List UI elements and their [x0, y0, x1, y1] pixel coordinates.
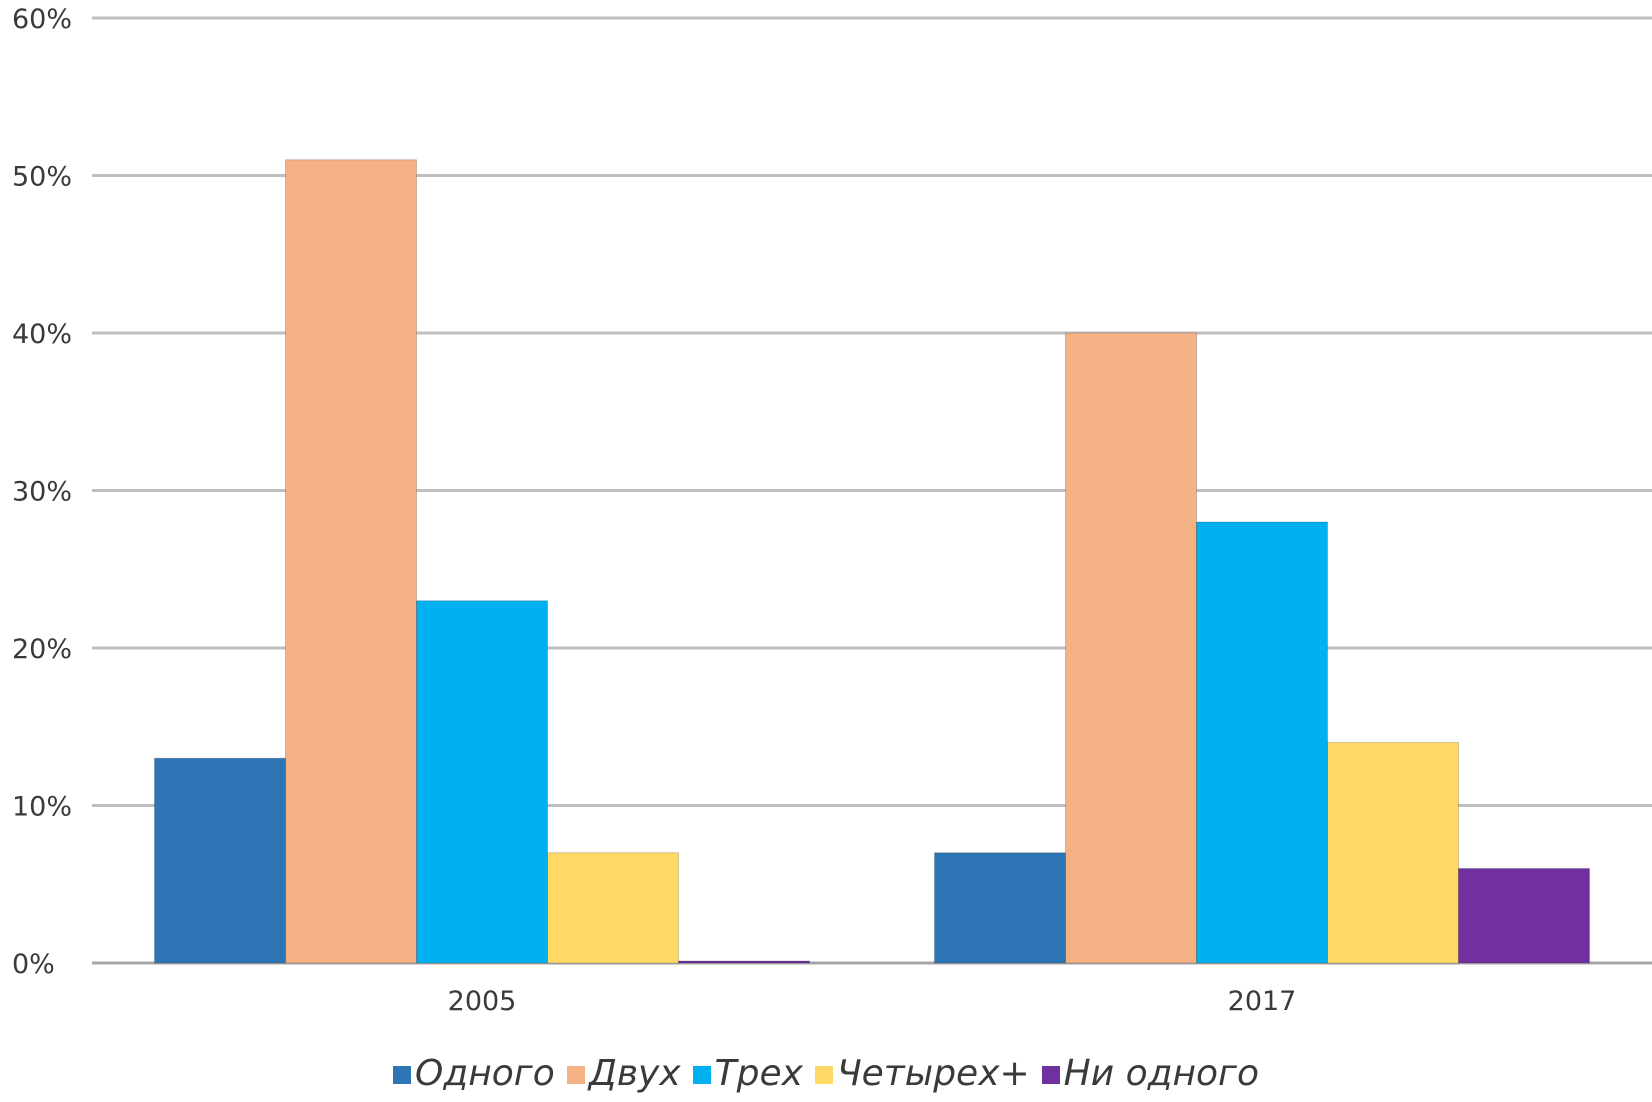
legend-swatch [566, 1066, 585, 1084]
bar-3-2005 [416, 600, 548, 964]
y-tick-label: 0% [12, 949, 55, 980]
bar-5-2005 [678, 960, 810, 964]
legend-label: Двух [588, 1053, 681, 1094]
y-axis: 0% 10% 20% 30% 40% 50% 60% [12, 4, 72, 980]
bar-chart: 0% 10% 20% 30% 40% 50% 60% 2005 2017 [12, 4, 1652, 1017]
x-axis: 2005 2017 [448, 986, 1297, 1017]
bar-2-2005 [285, 159, 417, 964]
y-tick-label: 50% [12, 162, 72, 193]
bar-1-2017 [934, 852, 1066, 964]
bar-3-2017 [1196, 521, 1328, 964]
legend-label: Трех [714, 1053, 803, 1094]
y-tick-label: 60% [12, 4, 72, 35]
x-tick-label: 2017 [1228, 986, 1297, 1017]
y-tick-label: 40% [12, 319, 72, 350]
bar-1-2005 [154, 757, 286, 964]
bars [154, 159, 1590, 964]
legend-item: Ни одного [1041, 1052, 1259, 1096]
legend-label: Четырех+ [836, 1053, 1030, 1094]
y-tick-label: 10% [12, 792, 72, 823]
bar-2-2017 [1065, 332, 1197, 964]
legend-swatch [814, 1066, 833, 1084]
x-tick-label: 2005 [448, 986, 517, 1017]
legend-item: Трех [692, 1052, 803, 1096]
legend-swatch [392, 1066, 411, 1084]
legend-swatch [1041, 1066, 1060, 1084]
legend-label: Одного [414, 1053, 555, 1094]
legend-swatch [692, 1066, 711, 1084]
bar-4-2005 [547, 852, 679, 964]
bar-4-2017 [1327, 742, 1459, 964]
legend-item: Четырех+ [814, 1052, 1030, 1096]
legend: Одного Двух Трех Четырех+ Ни одного [0, 1052, 1652, 1096]
bar-5-2017 [1458, 868, 1590, 964]
legend-label: Ни одного [1063, 1053, 1259, 1094]
y-tick-label: 30% [12, 477, 72, 508]
legend-item: Одного [392, 1052, 555, 1096]
y-tick-label: 20% [12, 634, 72, 665]
legend-item: Двух [566, 1052, 681, 1096]
